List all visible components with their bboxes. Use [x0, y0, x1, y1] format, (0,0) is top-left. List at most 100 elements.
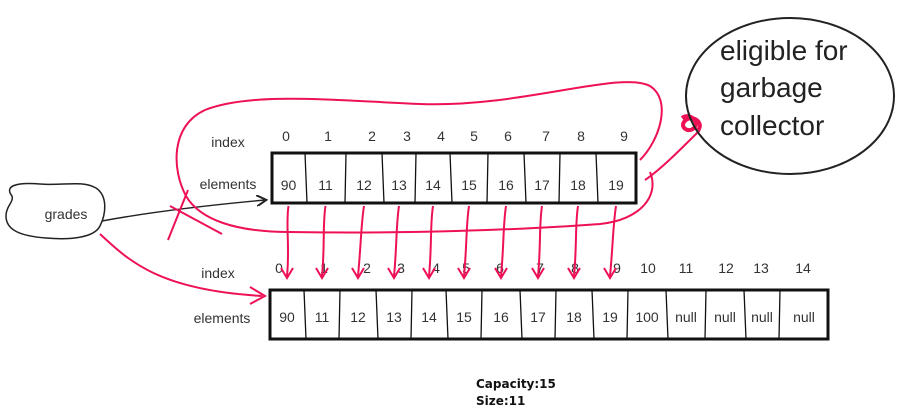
new-array-index-10: 10	[640, 260, 656, 276]
copy-arrow-3	[393, 205, 400, 277]
gc-arrow	[644, 129, 701, 181]
old-array-value-9: 19	[608, 177, 624, 193]
new-reference-arrowhead	[249, 286, 268, 305]
new-array-divider	[626, 289, 629, 340]
new-array-value-4: 14	[421, 309, 437, 325]
old-array-index-4: 4	[437, 128, 445, 144]
new-array-value-9: 19	[602, 309, 618, 325]
old-array-value-4: 14	[425, 177, 441, 193]
new-array-value-0: 90	[279, 309, 295, 325]
old-array-value-3: 13	[391, 177, 407, 193]
new-array-value-10: 100	[635, 309, 659, 325]
grades-blob	[5, 182, 106, 240]
copy-arrowhead-1	[315, 267, 329, 280]
gc-note-line-2: garbage	[720, 72, 823, 103]
copy-arrow-7	[537, 205, 543, 277]
old-array-value-5: 15	[461, 177, 477, 193]
copy-arrowhead-7	[531, 267, 545, 280]
old-index-label: index	[211, 134, 244, 150]
new-array-divider	[591, 289, 595, 340]
new-array-index-6: 6	[496, 260, 504, 276]
copy-arrow-9	[609, 205, 617, 277]
new-array-divider	[410, 289, 413, 340]
old-array-divider	[595, 152, 599, 204]
old-array-divider	[344, 152, 347, 204]
copy-arrowhead-2	[351, 267, 365, 280]
new-index-label: index	[201, 265, 234, 281]
copy-arrowhead-9	[603, 267, 617, 280]
new-array-divider	[338, 289, 341, 340]
size-text: Size:11	[476, 394, 525, 408]
copy-arrowhead-6	[494, 267, 508, 280]
old-array-frame	[270, 151, 638, 205]
new-array-values: 90 11 12 13 14 15 16 17 18 19 100 null null null null	[279, 309, 815, 325]
new-array-divider	[554, 289, 557, 340]
new-array-index-1: 1	[320, 260, 328, 276]
old-array-value-8: 18	[570, 177, 586, 193]
old-array-value-0: 90	[281, 177, 297, 193]
copy-arrowhead-8	[567, 267, 581, 280]
new-array-frame	[268, 288, 830, 341]
new-array-divider	[743, 289, 747, 340]
old-array-indices: 0 1 2 3 4 5 6 7 8 9	[282, 128, 628, 144]
capacity-text: Capacity:15	[476, 377, 556, 391]
new-array-value-6: 16	[493, 309, 509, 325]
new-array-index-4: 4	[432, 260, 440, 276]
new-array-index-11: 11	[679, 260, 694, 276]
old-elements-label: elements	[200, 176, 257, 192]
copy-arrowhead-4	[422, 267, 436, 280]
copy-arrow-8	[573, 205, 579, 277]
new-array-index-0: 0	[275, 260, 283, 276]
new-array-index-13: 13	[753, 260, 769, 276]
old-array-divider	[558, 152, 561, 204]
gc-note-line-1: eligible for	[720, 35, 848, 66]
copy-arrowhead-5	[457, 267, 471, 280]
new-array-index-12: 12	[718, 260, 734, 276]
old-array-scribble-outline	[175, 81, 663, 234]
new-array-divider	[778, 289, 781, 340]
new-elements-label: elements	[194, 310, 251, 326]
new-array-index-3: 3	[397, 260, 405, 276]
new-reference-arrow	[99, 233, 263, 297]
old-array-cells	[270, 151, 638, 205]
new-array-value-1: 11	[315, 309, 330, 325]
new-array-index-5: 5	[462, 260, 470, 276]
copy-arrow-4	[428, 205, 434, 277]
new-array-cells	[268, 288, 830, 341]
old-array-index-0: 0	[282, 128, 290, 144]
new-array-index-14: 14	[795, 260, 811, 276]
old-array-divider	[486, 152, 489, 204]
gc-bubble	[685, 17, 895, 175]
old-array-index-8: 8	[577, 128, 585, 144]
new-array-value-8: 18	[566, 309, 582, 325]
new-array-value-5: 15	[456, 309, 472, 325]
copy-arrows	[280, 205, 617, 280]
new-array-value-11: null	[675, 309, 697, 325]
old-array-divider	[414, 152, 417, 204]
copy-arrow-2	[357, 205, 365, 277]
old-array-value-1: 11	[318, 177, 333, 193]
new-array-divider	[445, 289, 449, 340]
old-array-value-6: 16	[498, 177, 514, 193]
new-array-value-7: 17	[530, 309, 546, 325]
old-array-index-7: 7	[542, 128, 550, 144]
new-array-divider	[665, 289, 669, 340]
new-array-index-7: 7	[536, 260, 544, 276]
old-array-divider	[304, 152, 308, 204]
old-array-index-2: 2	[368, 128, 376, 144]
new-array-divider	[704, 289, 707, 340]
old-array-index-6: 6	[504, 128, 512, 144]
new-array-value-3: 13	[386, 309, 402, 325]
new-array-value-2: 12	[350, 309, 366, 325]
new-array-value-13: null	[751, 309, 773, 325]
old-array-value-7: 17	[534, 177, 550, 193]
old-array-index-1: 1	[324, 128, 332, 144]
copy-arrowhead-3	[387, 267, 401, 280]
crossed-out-reference	[167, 189, 223, 241]
new-array-index-2: 2	[363, 260, 371, 276]
new-array-divider	[303, 289, 307, 340]
gc-note-line-3: collector	[720, 110, 824, 141]
grades-label: grades	[45, 206, 88, 222]
new-array-divider	[480, 289, 483, 340]
